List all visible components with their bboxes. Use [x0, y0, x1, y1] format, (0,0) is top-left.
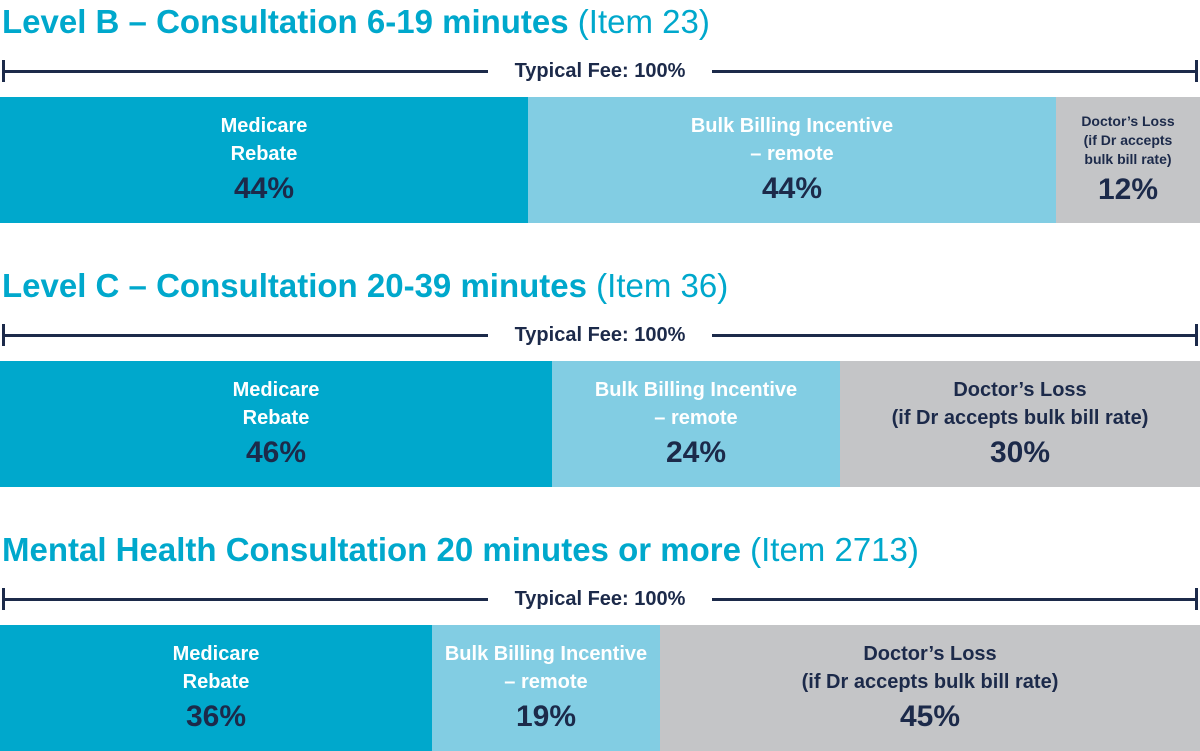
segment-value-label: 44%: [761, 172, 823, 205]
bar-segment-doctors-loss: Doctor’s Loss (if Dr accepts bulk bill ra…: [660, 625, 1200, 751]
segment-label-line: Rebate: [182, 671, 250, 693]
segment-label-line: bulk bill rate): [1084, 150, 1172, 167]
chart-title: Mental Health Consultation 20 minutes or…: [2, 528, 919, 572]
segment-label: Medicare Rebate: [221, 112, 308, 168]
chart-title-text: Level B – Consultation 6-19 minutes: [2, 3, 569, 40]
bar-segment-doctors-loss: Doctor’s Loss (if Dr accepts bulk bill rat…: [1056, 97, 1200, 223]
bar-segment-bulk-billing-incentive: Bulk Billing Incentive – remote 24%: [552, 361, 840, 487]
bar-segment-bulk-billing-incentive: Bulk Billing Incentive – remote 44%: [528, 97, 1056, 223]
fee-bracket-left-line: [2, 598, 488, 601]
segment-label: Medicare Rebate: [233, 376, 320, 432]
segment-label-line: (if Dr accepts bulk bill rate): [801, 671, 1059, 693]
segment-value-label: 36%: [185, 700, 247, 733]
chart-title-item: (Item 23): [577, 3, 710, 40]
segment-label-line: Medicare: [172, 643, 260, 665]
fee-bracket-right-tick: [1195, 324, 1198, 346]
fee-bracket-right-line: [712, 598, 1198, 601]
segment-label-line: Bulk Billing Incentive: [690, 115, 894, 137]
chart-title-item: (Item 36): [596, 267, 729, 304]
typical-fee-bracket: Typical Fee: 100%: [0, 59, 1200, 83]
chart-title-text: Level C – Consultation 20-39 minutes: [2, 267, 587, 304]
stacked-bar: Medicare Rebate 36% Bulk Billing Incentive –…: [0, 625, 1200, 751]
chart-title: Level C – Consultation 20-39 minutes (It…: [2, 264, 728, 308]
segment-label: Doctor’s Loss (if Dr accepts bulk bill ra…: [892, 376, 1149, 432]
segment-label: Medicare Rebate: [173, 640, 260, 696]
segment-label-line: – remote: [654, 407, 738, 429]
chart-title: Level B – Consultation 6-19 minutes (Ite…: [2, 0, 710, 44]
segment-label-line: Doctor’s Loss: [863, 643, 997, 665]
segment-label-line: Bulk Billing Incentive: [444, 643, 648, 665]
segment-value-label: 46%: [245, 436, 307, 469]
segment-label-line: – remote: [750, 143, 834, 165]
segment-label-line: (if Dr accepts: [1083, 131, 1173, 148]
segment-label-line: (if Dr accepts bulk bill rate): [891, 407, 1149, 429]
bar-segment-medicare-rebate: Medicare Rebate 44%: [0, 97, 528, 223]
bar-segment-medicare-rebate: Medicare Rebate 36%: [0, 625, 432, 751]
segment-label-line: Bulk Billing Incentive: [594, 379, 798, 401]
segment-value-label: 24%: [665, 436, 727, 469]
stacked-bar: Medicare Rebate 46% Bulk Billing Incentive –…: [0, 361, 1200, 487]
segment-label-line: Medicare: [220, 115, 308, 137]
bar-segment-bulk-billing-incentive: Bulk Billing Incentive – remote 19%: [432, 625, 660, 751]
fee-bracket-right-tick: [1195, 588, 1198, 610]
segment-label-line: Rebate: [242, 407, 310, 429]
fee-bracket-right-line: [712, 334, 1198, 337]
segment-label-line: Doctor’s Loss: [1081, 112, 1175, 129]
segment-value-label: 19%: [515, 700, 577, 733]
fee-bracket-left-line: [2, 334, 488, 337]
typical-fee-label: Typical Fee: 100%: [514, 588, 686, 610]
fee-bracket-right-tick: [1195, 60, 1198, 82]
segment-value-label: 45%: [899, 700, 961, 733]
segment-label: Bulk Billing Incentive – remote: [445, 640, 647, 696]
chart-title-item: (Item 2713): [750, 531, 919, 568]
segment-label: Doctor’s Loss (if Dr accepts bulk bill rat…: [1081, 112, 1174, 169]
bar-segment-doctors-loss: Doctor’s Loss (if Dr accepts bulk bill ra…: [840, 361, 1200, 487]
segment-value-label: 12%: [1097, 172, 1159, 206]
segment-value-label: 44%: [233, 172, 295, 205]
typical-fee-bracket: Typical Fee: 100%: [0, 323, 1200, 347]
typical-fee-bracket: Typical Fee: 100%: [0, 587, 1200, 611]
segment-label-line: Doctor’s Loss: [953, 379, 1087, 401]
fee-bracket-left-line: [2, 70, 488, 73]
bar-segment-medicare-rebate: Medicare Rebate 46%: [0, 361, 552, 487]
segment-label-line: Rebate: [230, 143, 298, 165]
segment-label: Bulk Billing Incentive – remote: [691, 112, 893, 168]
typical-fee-label: Typical Fee: 100%: [514, 60, 686, 82]
segment-label: Doctor’s Loss (if Dr accepts bulk bill ra…: [802, 640, 1059, 696]
chart-title-text: Mental Health Consultation 20 minutes or…: [2, 531, 741, 568]
typical-fee-label: Typical Fee: 100%: [514, 324, 686, 346]
segment-label-line: – remote: [504, 671, 588, 693]
fee-bracket-right-line: [712, 70, 1198, 73]
segment-label: Bulk Billing Incentive – remote: [595, 376, 797, 432]
segment-label-line: Medicare: [232, 379, 320, 401]
stacked-bar: Medicare Rebate 44% Bulk Billing Incentive –…: [0, 97, 1200, 223]
segment-value-label: 30%: [989, 436, 1051, 469]
